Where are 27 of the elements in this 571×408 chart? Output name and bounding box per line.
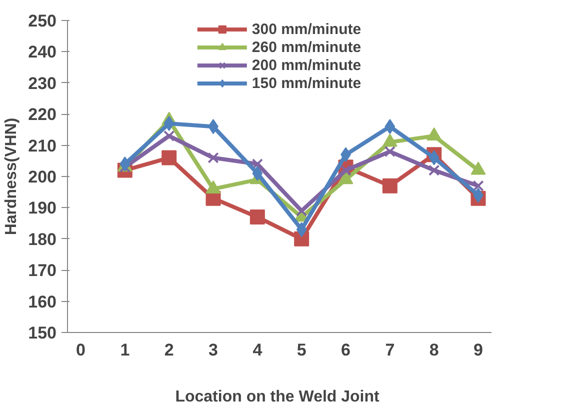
y-tick-label: 240 <box>28 42 57 62</box>
x-axis-title: Location on the Weld Joint <box>175 388 380 406</box>
y-tick-label: 250 <box>28 12 57 30</box>
y-tick-label: 160 <box>28 292 57 312</box>
y-tick-label: 220 <box>28 105 57 124</box>
x-tick-label: 3 <box>208 340 218 360</box>
x-tick-label: 5 <box>296 340 306 360</box>
y-tick-label: 210 <box>28 136 57 156</box>
y-tick-label: 180 <box>28 230 57 249</box>
y-tick-label: 150 <box>28 324 57 342</box>
y-axis-title: Hardness(VHN) <box>3 118 20 236</box>
x-tick-label: 1 <box>120 340 130 360</box>
y-tick-label: 190 <box>28 198 57 218</box>
y-tick-label: 230 <box>28 74 57 93</box>
x-tick-label: 9 <box>474 340 483 360</box>
x-tick-label: 2 <box>164 340 174 360</box>
y-tick-label: 200 <box>28 168 57 186</box>
x-tick-label: 6 <box>341 340 350 360</box>
legend-label: 150 mm/minute <box>252 74 362 92</box>
legend-label: 260 mm/minute <box>252 38 362 56</box>
legend-label: 300 mm/minute <box>252 20 362 38</box>
legend-label: 200 mm/minute <box>252 56 362 74</box>
x-tick-label: 0 <box>76 340 86 360</box>
x-tick-label: 8 <box>429 340 439 360</box>
x-tick-label: 7 <box>385 340 395 360</box>
y-tick-label: 170 <box>28 261 57 280</box>
x-tick-label: 4 <box>252 340 263 360</box>
